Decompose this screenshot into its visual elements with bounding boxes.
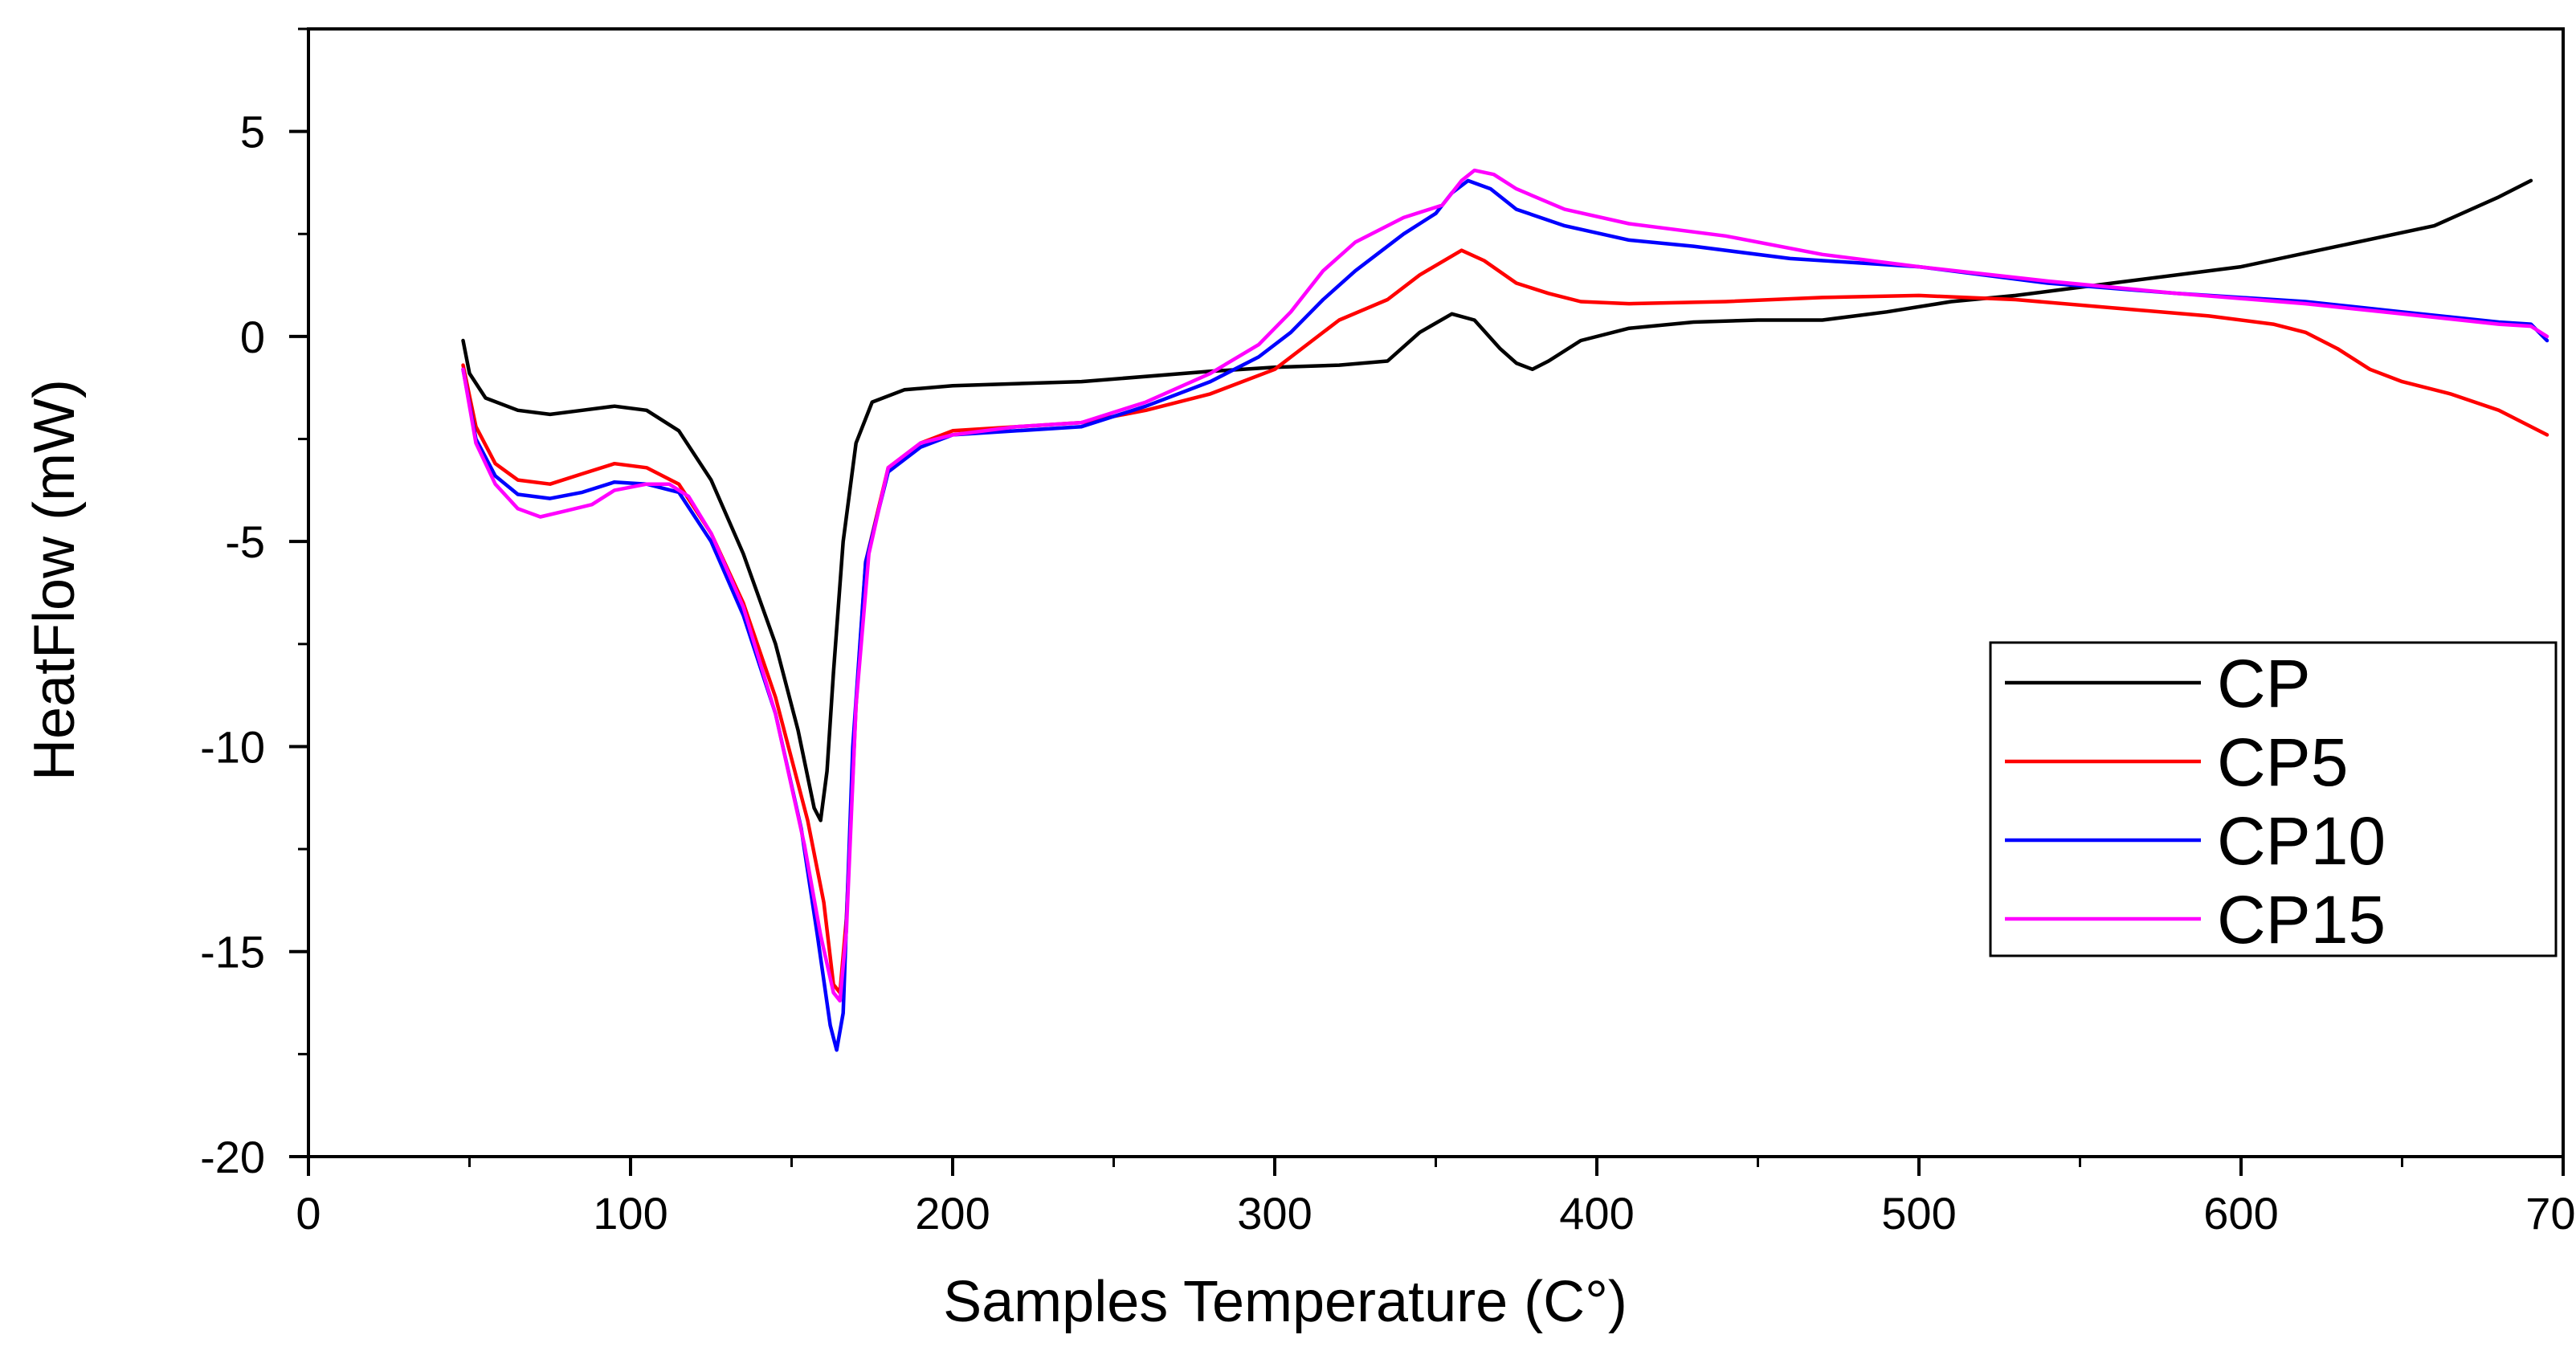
- axis-tick-labels: 0 100 200 300 400 500 600 700 5 0 -5 -10 -15 -20: [200, 107, 2576, 1239]
- y-tick-label: -15: [200, 927, 265, 978]
- series-line-cp: [461, 178, 2533, 822]
- x-tick-label: 100: [593, 1188, 667, 1239]
- legend-label-cp10: CP10: [2217, 803, 2386, 879]
- series-line-cp15: [461, 168, 2549, 1003]
- y-tick-label: 0: [240, 312, 265, 362]
- legend-label-cp5: CP5: [2217, 724, 2348, 800]
- y-tick-label: -10: [200, 721, 265, 772]
- x-tick-label: 300: [1237, 1188, 1312, 1239]
- y-axis-title: HeatFlow (mW): [22, 379, 87, 781]
- x-tick-label: 0: [296, 1188, 320, 1239]
- series-line-cp10: [461, 178, 2549, 1052]
- legend-label-cp: CP: [2217, 646, 2311, 721]
- y-tick-label: 5: [240, 107, 265, 157]
- x-tick-label: 600: [2203, 1188, 2278, 1239]
- x-tick-label: 200: [915, 1188, 990, 1239]
- x-tick-label: 400: [1559, 1188, 1634, 1239]
- axis-ticks: [289, 27, 2565, 1176]
- series-lines: [461, 168, 2549, 1052]
- y-tick-label: -20: [200, 1132, 265, 1182]
- x-tick-label: 500: [1881, 1188, 1956, 1239]
- plot-frame: [307, 27, 2565, 1158]
- x-axis-title: Samples Temperature (C°): [943, 1270, 1627, 1334]
- x-tick-label: 700: [2525, 1188, 2576, 1239]
- legend-box: [1989, 641, 2558, 957]
- legend-label-cp15: CP15: [2217, 882, 2386, 957]
- y-tick-label: -5: [225, 516, 265, 567]
